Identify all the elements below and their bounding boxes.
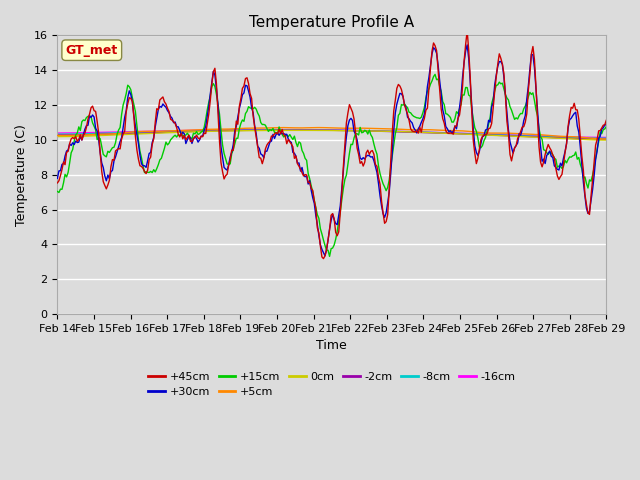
-16cm xyxy=(236,127,243,132)
-16cm xyxy=(121,129,129,134)
Line: +5cm: +5cm xyxy=(58,128,606,139)
+15cm xyxy=(326,253,333,259)
+5cm xyxy=(217,126,225,132)
-2cm xyxy=(54,132,61,138)
+15cm xyxy=(575,155,582,160)
+45cm xyxy=(236,103,243,109)
-16cm xyxy=(272,127,280,132)
+15cm xyxy=(236,126,243,132)
+5cm xyxy=(244,125,252,131)
-16cm xyxy=(54,130,61,136)
-8cm xyxy=(295,127,303,133)
0cm xyxy=(217,128,225,134)
X-axis label: Time: Time xyxy=(317,339,348,352)
+15cm xyxy=(294,144,301,149)
-8cm xyxy=(275,127,283,133)
+15cm xyxy=(54,189,61,194)
-8cm xyxy=(217,128,225,133)
Legend: +45cm, +30cm, +15cm, +5cm, 0cm, -2cm, -8cm, -16cm: +45cm, +30cm, +15cm, +5cm, 0cm, -2cm, -8… xyxy=(144,367,520,402)
+45cm xyxy=(54,180,61,186)
+45cm xyxy=(244,81,252,86)
-2cm xyxy=(573,136,581,142)
0cm xyxy=(244,128,252,133)
-2cm xyxy=(602,136,610,142)
+15cm xyxy=(602,124,610,130)
Line: 0cm: 0cm xyxy=(58,131,606,140)
Line: +45cm: +45cm xyxy=(58,31,606,259)
+30cm xyxy=(294,160,301,166)
Line: +15cm: +15cm xyxy=(58,74,606,256)
Title: Temperature Profile A: Temperature Profile A xyxy=(250,15,415,30)
-16cm xyxy=(217,127,225,133)
Line: -16cm: -16cm xyxy=(58,130,606,137)
-8cm xyxy=(244,127,252,133)
+45cm xyxy=(602,117,610,123)
+5cm xyxy=(54,132,61,138)
+15cm xyxy=(431,72,439,77)
+30cm xyxy=(321,253,329,259)
0cm xyxy=(121,132,129,137)
Line: +30cm: +30cm xyxy=(58,45,606,256)
+5cm xyxy=(602,136,610,142)
+5cm xyxy=(573,134,581,140)
-8cm xyxy=(602,135,610,141)
+30cm xyxy=(602,122,610,128)
Y-axis label: Temperature (C): Temperature (C) xyxy=(15,124,28,226)
+5cm xyxy=(278,125,286,131)
+15cm xyxy=(121,97,129,103)
+45cm xyxy=(463,28,471,34)
-2cm xyxy=(295,127,303,133)
-2cm xyxy=(121,131,129,137)
+30cm xyxy=(236,106,243,111)
+5cm xyxy=(236,126,243,132)
+30cm xyxy=(244,88,252,94)
0cm xyxy=(236,128,243,133)
-16cm xyxy=(573,134,581,140)
+45cm xyxy=(575,116,582,122)
+15cm xyxy=(217,127,225,133)
+45cm xyxy=(319,256,327,262)
+30cm xyxy=(463,42,471,48)
-2cm xyxy=(294,127,301,133)
-8cm xyxy=(54,132,61,137)
+45cm xyxy=(217,160,225,166)
+30cm xyxy=(575,129,582,135)
-2cm xyxy=(244,128,252,133)
-8cm xyxy=(236,127,243,133)
-16cm xyxy=(295,127,303,132)
+5cm xyxy=(295,125,303,131)
+30cm xyxy=(217,144,225,150)
+5cm xyxy=(121,130,129,136)
Line: -8cm: -8cm xyxy=(58,130,606,138)
Line: -2cm: -2cm xyxy=(58,130,606,139)
0cm xyxy=(280,128,287,133)
+30cm xyxy=(121,114,129,120)
+30cm xyxy=(54,176,61,181)
-2cm xyxy=(236,128,243,133)
0cm xyxy=(295,128,303,133)
-2cm xyxy=(217,128,225,133)
-16cm xyxy=(244,127,252,132)
-8cm xyxy=(121,130,129,135)
+45cm xyxy=(121,129,129,134)
Text: GT_met: GT_met xyxy=(66,44,118,57)
0cm xyxy=(573,136,581,142)
-8cm xyxy=(573,135,581,141)
0cm xyxy=(54,134,61,140)
+45cm xyxy=(294,161,301,167)
0cm xyxy=(602,137,610,143)
-16cm xyxy=(602,134,610,140)
+15cm xyxy=(244,104,252,109)
